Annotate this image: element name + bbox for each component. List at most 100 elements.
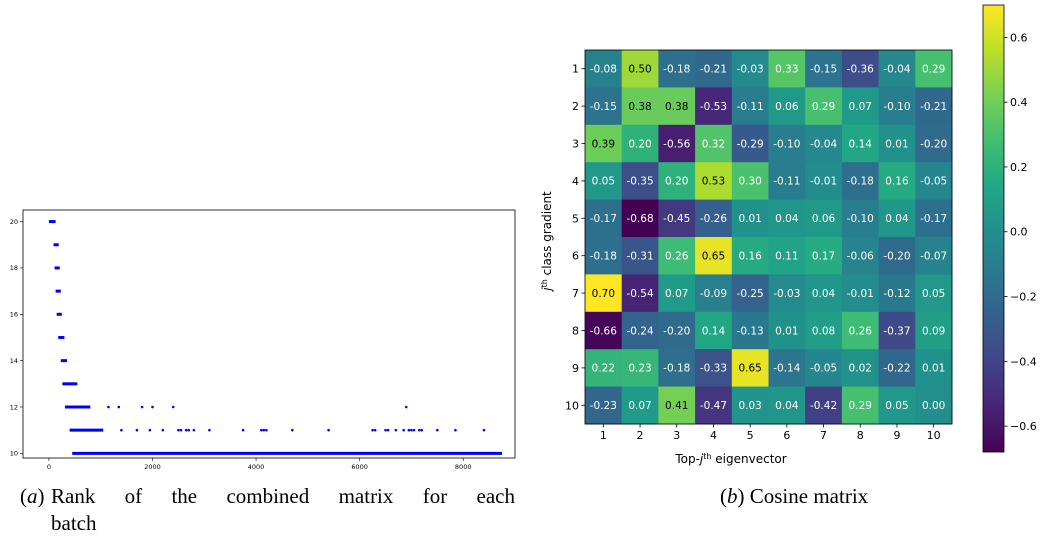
heatmap-xtick-label: 8 [857, 429, 864, 442]
scatter-point [120, 428, 123, 432]
heatmap-cell-label: -0.35 [626, 176, 653, 188]
scatter-point [417, 428, 421, 432]
scatter-point [151, 405, 154, 409]
scatter-point [482, 428, 486, 432]
heatmap-xtick-label: 5 [747, 429, 754, 442]
heatmap-cell [841, 237, 879, 275]
heatmap-cell [768, 162, 806, 200]
heatmap-cell [731, 162, 769, 200]
heatmap-cell [731, 199, 769, 238]
heatmap-xtick-label: 6 [783, 429, 790, 442]
heatmap-cell-label: -0.21 [920, 101, 947, 113]
heatmap-cell [695, 349, 733, 387]
heatmap-cell-label: -0.07 [920, 251, 947, 263]
heatmap-cell-label: -0.04 [810, 138, 837, 150]
heatmap-cell-label: -0.11 [737, 101, 764, 113]
caption-a-text-line1: Rank of the combined matrix for each [51, 484, 515, 508]
heatmap-cell [805, 162, 843, 200]
heatmap-cell [805, 124, 843, 163]
heatmap-cell-label: 0.07 [849, 101, 872, 113]
heatmap-cell [878, 274, 916, 313]
heatmap-cell [915, 50, 953, 88]
heatmap-cell [585, 162, 623, 200]
heatmap-cell [915, 349, 953, 387]
heatmap-cell [915, 124, 953, 163]
heatmap-cell [695, 87, 733, 126]
heatmap-cell-label: 0.11 [775, 251, 798, 263]
heatmap-cell [841, 199, 879, 238]
heatmap-cell [768, 124, 806, 163]
heatmap-cell [585, 199, 623, 238]
heatmap-cell-label: 0.01 [922, 363, 945, 375]
heatmap-cell-label: -0.15 [590, 101, 617, 113]
heatmap-cell-label: 0.16 [885, 176, 909, 188]
heatmap-ytick-label: 9 [572, 362, 579, 375]
caption-a-label: (a) [20, 484, 45, 508]
heatmap-cell [915, 237, 953, 275]
heatmap-cell-label: -0.26 [700, 213, 727, 225]
heatmap-xtick-label: 4 [710, 429, 717, 442]
heatmap-cell-label: -0.15 [810, 64, 837, 76]
heatmap-cell-label: 0.17 [812, 251, 835, 263]
heatmap-cell [768, 237, 806, 275]
scatter-xtick-label: 0 [47, 463, 51, 471]
caption-a-text-line2: batch [51, 511, 97, 535]
scatter-xtick-label: 6000 [351, 463, 368, 471]
heatmap-cell [621, 87, 659, 126]
heatmap-cell [658, 311, 696, 350]
caption-b-text: Cosine matrix [749, 484, 869, 508]
heatmap-cell-label: 0.38 [628, 101, 651, 113]
scatter-point [161, 428, 165, 432]
heatmap-cell [731, 311, 769, 350]
heatmap-cell [621, 349, 659, 387]
heatmap-xtick-label: 1 [600, 429, 607, 442]
heatmap-cell-label: -0.03 [737, 64, 764, 76]
heatmap-cell-label: -0.20 [920, 138, 947, 150]
heatmap-cell-label: -0.17 [590, 213, 617, 225]
heatmap-cell [731, 87, 769, 126]
heatmap-cell-label: -0.18 [847, 176, 874, 188]
scatter-point [177, 428, 180, 432]
heatmap-cell-label: 0.65 [702, 251, 725, 263]
heatmap-cell-label: 0.23 [628, 363, 651, 375]
heatmap-cell [915, 311, 953, 350]
heatmap-xtick-label: 2 [637, 429, 644, 442]
heatmap-cell [695, 124, 733, 163]
scatter-point [107, 405, 110, 409]
heatmap-cell-label: -0.05 [920, 176, 947, 188]
heatmap-cell-label: -0.18 [663, 64, 690, 76]
heatmap-cell-label: -0.45 [663, 213, 690, 225]
scatter-point [386, 428, 390, 432]
heatmap-cell-label: -0.37 [883, 325, 910, 337]
heatmap-cell-label: 0.04 [775, 400, 799, 412]
heatmap-cell-label: 0.03 [738, 400, 761, 412]
heatmap-cell-label: 0.01 [738, 213, 761, 225]
heatmap-cell [878, 162, 916, 200]
heatmap-cell-label: -0.05 [810, 363, 837, 375]
scatter-point [140, 405, 144, 409]
heatmap-cell-label: -0.56 [663, 138, 690, 150]
scatter-ytick-label: 12 [10, 403, 18, 411]
heatmap-cell-label: 0.04 [885, 213, 909, 225]
heatmap-cell-label: -0.68 [626, 213, 653, 225]
heatmap-cell-label: -0.10 [847, 213, 874, 225]
heatmap-cell [621, 237, 659, 275]
heatmap-cell [658, 50, 696, 88]
heatmap-cell [585, 124, 623, 163]
scatter-plot: 0 2000 4000 6000 8000 10 12 14 16 18 20 [10, 209, 516, 471]
heatmap-cell-label: -0.29 [737, 138, 764, 150]
scatter-ytick-label: 16 [10, 311, 18, 319]
heatmap-cell-label: -0.47 [700, 400, 727, 412]
heatmap-cell [621, 124, 659, 163]
heatmap-cell-label: -0.01 [810, 176, 837, 188]
heatmap-cell [621, 311, 659, 350]
heatmap-cell [878, 199, 916, 238]
heatmap-cell-label: 0.05 [922, 288, 945, 300]
scatter-point [135, 428, 139, 432]
heatmap-cell-label: -0.54 [626, 288, 653, 300]
heatmap-cell [805, 274, 843, 313]
heatmap-cell [731, 237, 769, 275]
heatmap-cell [621, 386, 659, 425]
heatmap-cell-label: 0.01 [885, 138, 908, 150]
